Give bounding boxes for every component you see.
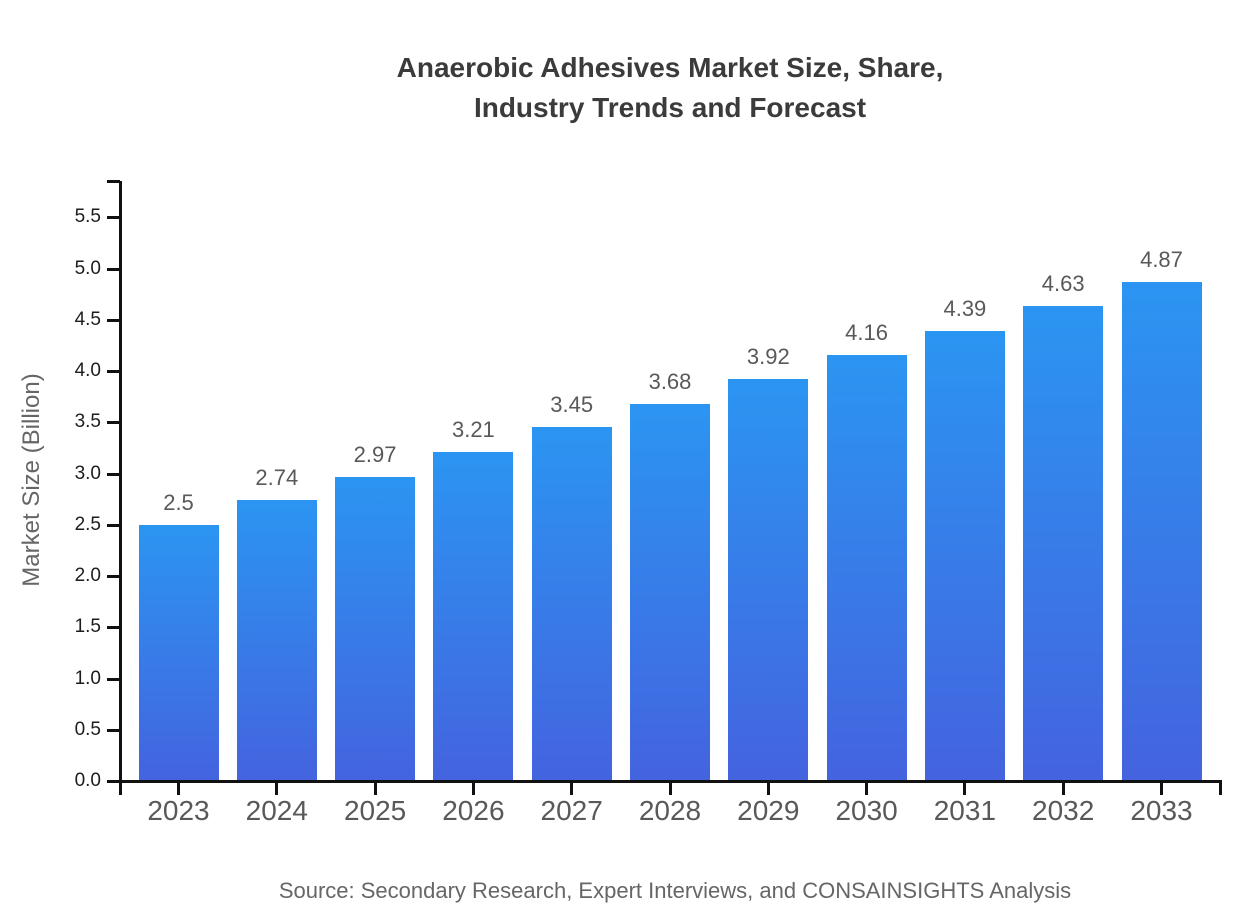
- x-tick-label: 2025: [343, 795, 407, 826]
- y-tick-label: 4.0: [74, 360, 101, 381]
- bar: [728, 379, 809, 781]
- bar-value-label: 4.39: [943, 296, 987, 321]
- y-tick-label: 5.0: [74, 258, 101, 279]
- x-tick-label: 2032: [1032, 795, 1095, 826]
- x-tick: [275, 782, 279, 795]
- y-tick-label: 2.5: [74, 514, 101, 535]
- x-tick: [766, 782, 770, 795]
- bar-value-label: 4.16: [845, 320, 888, 345]
- y-tick: [107, 575, 120, 578]
- bar: [531, 427, 612, 781]
- bar: [826, 355, 907, 781]
- x-tick-label: 2029: [737, 795, 800, 826]
- y-tick: [107, 524, 120, 527]
- y-tick-label: 0.5: [74, 719, 101, 740]
- bar-value-label: 2.74: [255, 465, 299, 490]
- y-tick: [107, 421, 120, 424]
- x-tick-label: 2023: [147, 795, 210, 826]
- bar-value-label: 3.68: [648, 369, 692, 394]
- y-axis-top-cap: [107, 180, 120, 183]
- bar: [433, 452, 514, 781]
- y-tick: [107, 216, 120, 219]
- x-tick: [373, 782, 377, 795]
- x-axis-right-cap: [1218, 781, 1222, 795]
- y-tick-label: 3.5: [74, 411, 101, 432]
- y-tick: [107, 473, 120, 476]
- x-tick-label: 2030: [835, 795, 898, 826]
- bar-value-label: 3.21: [451, 417, 495, 442]
- x-tick-label: 2026: [442, 795, 505, 826]
- y-tick: [107, 729, 120, 732]
- x-tick-label: 2031: [933, 795, 997, 826]
- chart-title: Anaerobic Adhesives Market Size, Share, …: [120, 48, 1220, 128]
- chart-title-line-1: Anaerobic Adhesives Market Size, Share,: [396, 52, 944, 83]
- bar: [138, 525, 219, 781]
- x-axis-line: [107, 780, 1222, 783]
- bar: [924, 331, 1005, 781]
- x-tick: [963, 782, 967, 795]
- x-tick-label: 2028: [638, 795, 702, 826]
- x-tick: [177, 782, 180, 795]
- x-tick: [865, 782, 869, 795]
- x-tick-label: 2027: [540, 795, 603, 826]
- bar-value-label: 2.5: [163, 490, 194, 515]
- y-tick-label: 4.5: [74, 309, 101, 330]
- x-tick: [570, 782, 574, 795]
- y-tick-label: 1.5: [74, 616, 101, 637]
- x-tick-label: 2024: [245, 795, 308, 826]
- y-tick: [107, 626, 120, 629]
- bar-value-label: 3.92: [746, 344, 790, 369]
- x-tick: [668, 782, 672, 795]
- bar: [335, 477, 416, 781]
- bar: [1121, 282, 1202, 781]
- x-tick-label: 2033: [1130, 795, 1193, 826]
- y-axis-line: [118, 181, 122, 795]
- bar-value-label: 3.45: [550, 392, 594, 417]
- y-tick: [107, 370, 120, 373]
- bar: [1023, 306, 1104, 781]
- x-tick: [1160, 782, 1163, 795]
- bar-value-label: 4.63: [1041, 271, 1085, 296]
- chart-title-line-2: Industry Trends and Forecast: [473, 92, 867, 123]
- bar-value-label: 2.97: [353, 442, 397, 467]
- source-note: Source: Secondary Research, Expert Inter…: [278, 878, 1072, 903]
- y-tick-label: 1.0: [74, 668, 101, 689]
- bar: [236, 500, 317, 781]
- y-tick: [107, 678, 120, 681]
- y-tick-label: 5.5: [74, 206, 101, 227]
- y-tick-label: 3.0: [74, 463, 101, 484]
- y-tick-label: 2.0: [74, 565, 101, 586]
- y-tick: [107, 268, 120, 271]
- x-tick: [1061, 782, 1065, 795]
- y-tick-label: 0.0: [74, 770, 101, 791]
- x-tick: [471, 782, 475, 795]
- bar: [630, 404, 710, 781]
- bar-value-label: 4.87: [1140, 247, 1183, 272]
- y-tick: [107, 319, 120, 322]
